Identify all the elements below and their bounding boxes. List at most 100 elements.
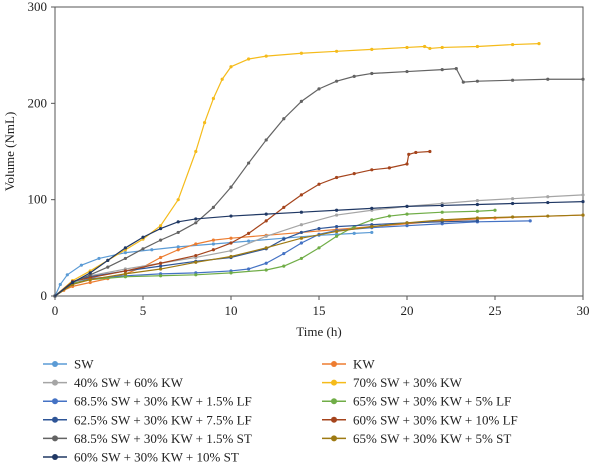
x-axis-title: Time (h) (296, 324, 341, 339)
data-point (537, 42, 541, 46)
data-point (546, 200, 550, 205)
legend-swatch-marker (52, 398, 58, 405)
data-point (229, 185, 233, 189)
data-point (229, 65, 233, 69)
y-axis-title: Volume (NmL) (2, 112, 17, 192)
data-point (414, 150, 418, 155)
data-point (407, 152, 411, 156)
data-point (335, 49, 339, 53)
data-point (405, 212, 409, 216)
legend-item: 60% SW + 30% KW + 10% ST (43, 450, 239, 465)
legend-swatch-marker (52, 435, 58, 442)
data-point (405, 162, 409, 166)
data-point (475, 202, 479, 207)
x-tick-label: 0 (52, 303, 59, 318)
data-point (370, 47, 374, 51)
data-point (194, 221, 198, 225)
data-point (58, 282, 62, 287)
data-point (159, 255, 163, 260)
data-point (352, 74, 356, 78)
data-point (335, 208, 339, 212)
legend-swatch-marker (331, 361, 337, 367)
x-tick-label: 30 (577, 303, 590, 318)
series-10 (53, 213, 585, 298)
data-point (159, 226, 163, 231)
data-point (123, 251, 127, 255)
data-point (581, 213, 585, 217)
legend-label: 70% SW + 30% KW (353, 375, 463, 390)
data-point (370, 230, 374, 235)
data-point (440, 218, 444, 222)
data-point (387, 214, 391, 218)
data-point (461, 80, 465, 84)
data-point (264, 234, 268, 238)
data-point (211, 205, 215, 209)
data-point (264, 54, 268, 58)
data-point (335, 234, 339, 238)
legend-swatch-marker (331, 379, 337, 386)
data-point (247, 57, 251, 61)
data-point (299, 230, 303, 235)
data-point (299, 223, 303, 227)
data-point (423, 44, 427, 49)
data-point (317, 182, 321, 186)
data-point (203, 121, 207, 125)
data-point (106, 258, 110, 262)
data-point (387, 166, 391, 170)
data-point (159, 238, 163, 242)
legend-item: 68.5% SW + 30% KW + 1.5% LF (43, 394, 252, 409)
legend-label: SW (74, 357, 94, 372)
data-point (510, 215, 515, 219)
data-point (123, 275, 127, 279)
data-point (229, 249, 233, 253)
data-point (88, 280, 92, 285)
data-point (581, 193, 585, 197)
data-point (282, 237, 286, 241)
legend-swatch-marker (52, 379, 58, 386)
series-1 (53, 230, 374, 298)
legend-item: 65% SW + 30% KW + 5% ST (322, 431, 511, 446)
legend-label: 40% SW + 60% KW (74, 375, 184, 390)
data-point (194, 217, 198, 221)
data-point (546, 195, 550, 199)
data-point (88, 278, 92, 282)
data-point (159, 267, 163, 271)
legend-item: 40% SW + 60% KW (43, 375, 184, 390)
data-point (510, 42, 515, 47)
data-point (475, 216, 479, 220)
data-point (264, 261, 268, 265)
data-point (317, 246, 321, 250)
data-point (229, 236, 233, 240)
data-point (475, 219, 479, 223)
data-point (176, 220, 180, 224)
data-point (211, 248, 215, 252)
data-point (475, 79, 479, 83)
data-point (229, 254, 233, 259)
x-tick-label: 20 (401, 303, 414, 318)
x-tick-label: 5 (140, 303, 147, 318)
data-point (370, 168, 374, 172)
data-point (141, 247, 145, 251)
data-point (194, 273, 198, 277)
series-line (54, 220, 478, 297)
legend-label: 62.5% SW + 30% KW + 7.5% LF (74, 412, 252, 427)
data-point (264, 268, 268, 272)
data-point (264, 138, 268, 142)
data-point (88, 271, 92, 275)
data-point (194, 149, 198, 154)
data-point (97, 256, 101, 261)
legend-swatch-marker (52, 361, 58, 367)
data-point (317, 226, 321, 231)
legend-swatch-marker (331, 398, 337, 405)
plot-border (54, 6, 584, 297)
data-point (299, 99, 303, 104)
data-point (299, 193, 303, 197)
series-11 (53, 199, 585, 298)
legend-label: 60% SW + 30% KW + 10% LF (353, 412, 518, 427)
legend-swatch-marker (331, 416, 337, 423)
data-point (370, 71, 374, 76)
data-point (159, 224, 163, 228)
data-point (123, 269, 127, 273)
legend-label: 68.5% SW + 30% KW + 1.5% LF (74, 394, 252, 409)
legend-label: KW (353, 357, 375, 372)
